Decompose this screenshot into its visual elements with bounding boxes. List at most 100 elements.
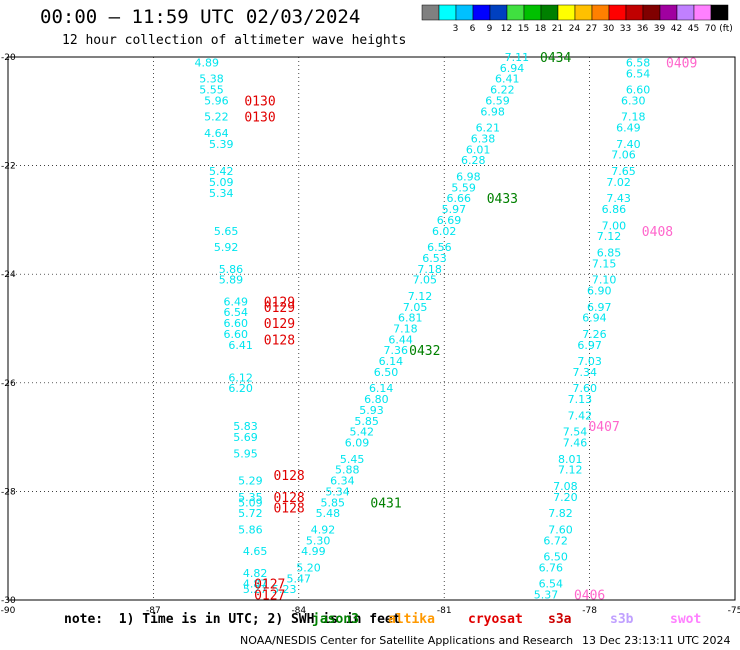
wave-height-value: 7.05	[413, 274, 438, 287]
wave-height-value: 7.12	[597, 230, 622, 243]
wave-height-value: 6.69	[437, 214, 462, 227]
wave-height-value: 6.58	[626, 56, 651, 69]
color-scale-label: 12	[501, 24, 512, 34]
lat-tick-label: -28	[1, 487, 16, 497]
wave-height-value: 5.88	[335, 464, 360, 477]
wave-height-value: 4.82	[243, 567, 268, 580]
wave-height-value: 6.49	[616, 122, 641, 135]
wave-height-value: 5.34	[325, 485, 350, 498]
lon-tick-label: -84	[291, 606, 306, 616]
wave-height-value: 7.82	[548, 507, 573, 520]
legend-s3a: s3a	[548, 612, 572, 627]
wave-height-value: 7.02	[606, 176, 631, 189]
wave-height-value: 6.01	[466, 143, 491, 156]
wave-height-value: 6.20	[228, 382, 253, 395]
legend-altika: altika	[388, 612, 435, 627]
wave-height-value: 6.09	[345, 437, 370, 450]
pass-label: 0130	[244, 94, 275, 109]
color-scale-label: 70	[705, 24, 717, 34]
wave-height-value: 6.60	[626, 84, 651, 97]
wave-height-value: 5.69	[233, 431, 258, 444]
color-scale-label: 42	[671, 24, 682, 34]
lat-tick-label: -26	[1, 379, 16, 389]
wave-height-value: 6.12	[228, 371, 253, 384]
lon-tick-label: -87	[146, 606, 161, 616]
lon-tick-label: -81	[437, 606, 452, 616]
color-scale-label: 9	[487, 24, 493, 34]
wave-height-value: 7.60	[548, 523, 573, 536]
wave-height-value: 7.12	[408, 290, 433, 303]
wave-height-value: 7.18	[393, 323, 418, 336]
wave-height-value: 7.08	[553, 480, 578, 493]
wave-height-value: 7.54	[563, 426, 588, 439]
wave-height-value: 6.54	[539, 578, 564, 591]
color-scale-swatch	[608, 4, 627, 21]
color-scale-swatch	[506, 4, 525, 21]
wave-height-value: 6.94	[500, 62, 525, 75]
wave-height-value: 7.60	[573, 382, 598, 395]
color-scale-swatch	[438, 4, 457, 21]
wave-height-value: 7.10	[592, 274, 617, 287]
wave-height-value: 5.97	[442, 203, 467, 216]
wave-height-value: 6.30	[621, 94, 646, 107]
color-scale-label: 24	[569, 24, 581, 34]
wave-height-value: 7.42	[568, 409, 593, 422]
legend-s3b: s3b	[610, 612, 634, 627]
pass-label: 0128	[264, 333, 295, 348]
wave-height-value: 6.66	[446, 192, 471, 205]
wave-height-value: 5.42	[209, 165, 234, 178]
pass-label: 0128	[273, 491, 304, 506]
wave-height-value: 5.47	[287, 572, 312, 585]
wave-height-value: 6.94	[582, 312, 607, 325]
color-scale-swatch	[421, 4, 440, 21]
wave-height-value: 6.85	[597, 246, 622, 259]
legend-cryosat: cryosat	[468, 612, 523, 627]
pass-label: 0128	[273, 502, 304, 517]
generated-timestamp: 13 Dec 23:13:11 UTC 2024	[582, 634, 731, 647]
wave-height-value: 7.36	[383, 344, 408, 357]
wave-height-value: 7.06	[611, 149, 636, 162]
color-scale-label: 45	[688, 24, 699, 34]
pass-label: 0129	[264, 295, 295, 310]
wave-height-value: 6.97	[587, 301, 612, 314]
color-scale-swatch	[540, 4, 559, 21]
pass-label: 0129	[264, 301, 295, 316]
wave-height-value: 5.42	[350, 426, 375, 439]
wave-height-value: 5.83	[233, 420, 258, 433]
wave-height-value: 7.34	[573, 366, 598, 379]
wave-height-value: 4.89	[194, 56, 219, 69]
lat-tick-label: -20	[1, 53, 16, 63]
color-scale-swatch	[455, 4, 474, 21]
pass-label: 0407	[588, 420, 619, 435]
wave-height-value: 5.37	[534, 589, 559, 602]
color-scale-swatch	[625, 4, 644, 21]
color-scale-label: 6	[470, 24, 476, 34]
color-scale-label: 27	[586, 24, 597, 34]
footer-note: note: 1) Time is in UTC; 2) SWH is in fe…	[64, 612, 401, 627]
wave-height-value: 6.14	[379, 355, 404, 368]
color-scale-label: 36	[637, 24, 649, 34]
wave-height-value: 6.81	[398, 312, 423, 325]
wave-height-value: 5.93	[359, 404, 384, 417]
lat-tick-label: -22	[1, 162, 16, 172]
page-title: 00:00 — 11:59 UTC 02/03/2024	[40, 6, 361, 28]
wave-height-value: 5.30	[306, 534, 331, 547]
wave-height-value: 6.14	[369, 382, 394, 395]
lat-tick-label: -30	[1, 596, 16, 606]
lon-tick-label: -75	[728, 606, 740, 616]
wave-height-value: 7.65	[611, 165, 636, 178]
wave-height-value: 6.34	[330, 475, 355, 488]
lat-tick-label: -24	[1, 270, 16, 280]
wave-height-value: 6.56	[427, 241, 452, 254]
wave-height-value: 6.59	[485, 94, 510, 107]
wave-height-value: 6.44	[388, 333, 413, 346]
color-scale-swatch	[523, 4, 542, 21]
color-scale-label: 39	[654, 24, 666, 34]
wave-height-value: 6.60	[224, 328, 249, 341]
color-scale-unit: (ft)	[719, 24, 733, 34]
wave-height-value: 7.46	[563, 437, 588, 450]
wave-height-value: 8.01	[558, 453, 583, 466]
wave-height-value: 5.85	[354, 415, 379, 428]
wave-height-value: 7.15	[592, 257, 617, 270]
